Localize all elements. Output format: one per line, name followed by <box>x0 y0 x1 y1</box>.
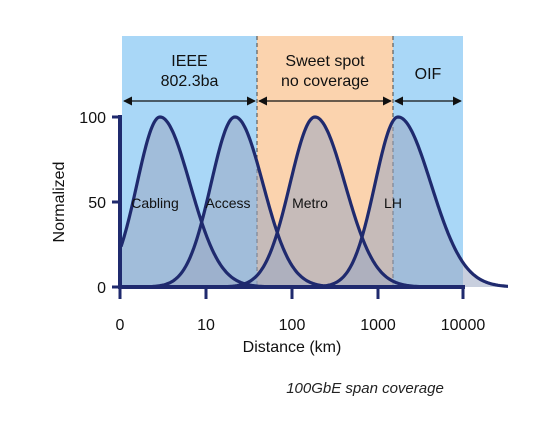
y-axis-label: Normalized <box>51 162 68 243</box>
series-label: Access <box>205 195 250 211</box>
series-fill <box>205 117 425 287</box>
region-label: OIF <box>415 66 442 83</box>
chart-caption: 100GbE span coverage <box>286 380 444 397</box>
region-label: 802.3ba <box>161 73 219 90</box>
y-tick-label: 50 <box>88 195 106 212</box>
series-label: LH <box>384 195 402 211</box>
x-tick-label: 0 <box>116 317 125 334</box>
x-tick-label: 10 <box>197 317 215 334</box>
region-label: Sweet spot <box>285 53 365 70</box>
series-fill <box>288 117 508 287</box>
series-fill <box>125 117 345 287</box>
x-tick-label: 100 <box>279 317 306 334</box>
region-label: IEEE <box>171 53 207 70</box>
region-label: no coverage <box>281 73 369 90</box>
x-tick-label: 1000 <box>360 317 396 334</box>
series-label: Metro <box>292 195 328 211</box>
series-fill <box>121 117 270 287</box>
series-curve <box>205 115 425 289</box>
x-tick-label: 10000 <box>441 317 486 334</box>
y-tick-label: 100 <box>79 110 106 127</box>
y-tick-label: 0 <box>97 280 106 297</box>
x-axis-label: Distance (km) <box>243 339 342 356</box>
series-label: Cabling <box>131 195 178 211</box>
